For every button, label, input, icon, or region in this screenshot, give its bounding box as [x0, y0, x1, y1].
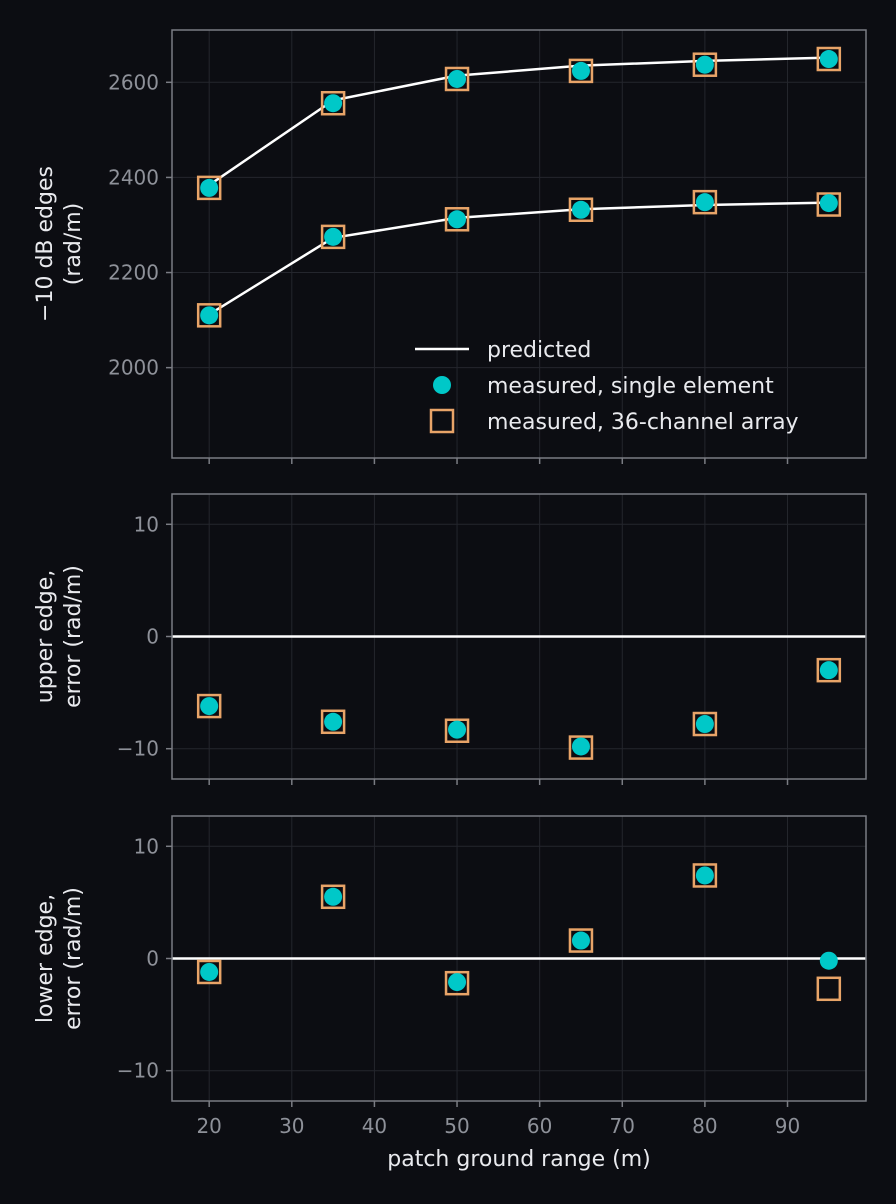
bottom-panel-single-marker-95: [819, 951, 838, 970]
legend-entry-1: predicted: [487, 338, 591, 363]
legend: predicted measured, single element measure…: [415, 338, 799, 435]
middle-panel: −10 0 10 upper edge, error (rad/m): [33, 493, 867, 785]
top-panel-single-marker-upper-95: [819, 50, 838, 69]
bottom-panel-xtick-label: 50: [444, 1114, 469, 1138]
top-panel-array-marker-lower-65: [568, 197, 594, 223]
bottom-panel-single-marker-20: [200, 962, 219, 981]
middle-panel-ytick-label: 10: [134, 512, 159, 536]
top-panel-predicted-line-upper: [208, 56, 829, 187]
bottom-panel-array-marker-20: [196, 959, 222, 985]
middle-panel-ylabel-line-2: error (rad/m): [61, 565, 86, 708]
bottom-panel: −10 0 10 20 30 40 50 60 70 80 90 lower edge, error (…: [33, 815, 867, 1172]
legend-entry-2: measured, single element: [487, 374, 774, 399]
top-panel-ylabel-line-1: −10 dB edges: [33, 166, 58, 322]
middle-panel-array-marker-35: [320, 709, 346, 735]
bottom-panel-ytick-label: 0: [146, 947, 159, 971]
bottom-panel-single-marker-80: [695, 866, 714, 885]
legend-entry-3: measured, 36-channel array: [487, 410, 799, 435]
bottom-panel-xtick-label: 80: [692, 1114, 717, 1138]
top-panel-single-marker-lower-50: [448, 210, 467, 229]
bottom-panel-array-marker-50: [444, 970, 470, 996]
bottom-panel-ytick-label: −10: [117, 1059, 159, 1083]
top-panel-single-marker-lower-80: [695, 193, 714, 212]
bottom-panel-single-marker-65: [571, 931, 590, 950]
bottom-panel-xtick-label: 40: [362, 1114, 387, 1138]
bottom-panel-ylabel-line-1: lower edge,: [33, 894, 58, 1023]
top-panel-array-marker-upper-95: [816, 46, 842, 72]
bottom-panel-xtick-label: 70: [610, 1114, 635, 1138]
middle-panel-single-marker-80: [695, 715, 714, 734]
middle-panel-ylabel-line-1: upper edge,: [33, 570, 58, 703]
top-panel-ytick-label: 2400: [108, 165, 159, 189]
middle-panel-single-marker-65: [571, 737, 590, 756]
top-panel-array-marker-upper-65: [568, 58, 594, 84]
middle-panel-array-marker-95: [816, 657, 842, 683]
x-axis-title: patch ground range (m): [387, 1147, 651, 1172]
middle-panel-single-marker-35: [324, 712, 343, 731]
top-panel-single-marker-upper-65: [571, 61, 590, 80]
top-panel-array-marker-upper-80: [692, 52, 718, 77]
middle-panel-ytick-label: 0: [146, 625, 159, 649]
top-panel-array-marker-upper-20: [196, 175, 222, 201]
bottom-panel-ylabel-line-2: error (rad/m): [61, 887, 86, 1030]
top-panel-ytick-label: 2600: [108, 70, 159, 94]
bottom-panel-single-marker-50: [448, 973, 467, 992]
top-panel-array-marker-lower-95: [816, 192, 842, 217]
middle-panel-single-marker-50: [448, 720, 467, 739]
bottom-panel-xtick-label: 30: [279, 1114, 304, 1138]
bottom-panel-ytick-label: 10: [134, 834, 159, 858]
bottom-panel-xtick-label: 60: [527, 1114, 552, 1138]
middle-panel-array-marker-20: [196, 693, 222, 719]
top-panel-single-marker-lower-95: [819, 194, 838, 213]
top-panel-array-marker-lower-35: [320, 224, 346, 250]
top-panel-single-marker-lower-35: [324, 227, 343, 246]
top-panel-single-marker-lower-65: [571, 200, 590, 219]
middle-panel-array-marker-50: [444, 718, 470, 744]
top-panel-array-marker-lower-50: [444, 207, 470, 232]
top-panel-single-marker-lower-20: [200, 306, 219, 325]
bottom-panel-xtick-label: 90: [775, 1114, 800, 1138]
top-panel-array-marker-upper-50: [444, 66, 470, 92]
top-panel-array-marker-lower-80: [692, 189, 718, 215]
top-panel-ytick-label: 2200: [108, 261, 159, 285]
bottom-panel-array-marker-95: [816, 976, 842, 1002]
legend-square-swatch: [429, 408, 455, 434]
middle-panel-array-marker-65: [568, 735, 594, 760]
bottom-panel-xtick-label: 20: [196, 1114, 221, 1138]
top-panel-single-marker-upper-50: [448, 69, 467, 88]
top-panel-single-marker-upper-35: [324, 94, 343, 113]
top-panel-ytick-label: 2000: [108, 356, 159, 380]
middle-panel-ytick-label: −10: [117, 737, 159, 761]
top-panel-frame: [171, 29, 867, 459]
bottom-panel-single-marker-35: [324, 887, 343, 906]
bottom-panel-array-marker-65: [568, 928, 594, 953]
top-panel-ylabel-line-2: (rad/m): [61, 203, 86, 286]
middle-panel-single-marker-95: [819, 661, 838, 680]
top-panel-predicted-line-lower: [208, 201, 829, 316]
top-panel-single-marker-upper-20: [200, 178, 219, 197]
bottom-panel-array-marker-35: [320, 884, 346, 910]
top-panel-single-marker-upper-80: [695, 55, 714, 74]
bottom-panel-array-marker-80: [692, 863, 718, 888]
middle-panel-single-marker-20: [200, 697, 219, 716]
middle-panel-array-marker-80: [692, 711, 718, 737]
top-panel: 2000 2200 2400 2600 −10 dB edges (rad/m) predi…: [33, 29, 867, 464]
legend-circle-swatch: [433, 376, 451, 394]
top-panel-array-marker-upper-35: [320, 90, 346, 116]
top-panel-array-marker-lower-20: [196, 303, 222, 328]
